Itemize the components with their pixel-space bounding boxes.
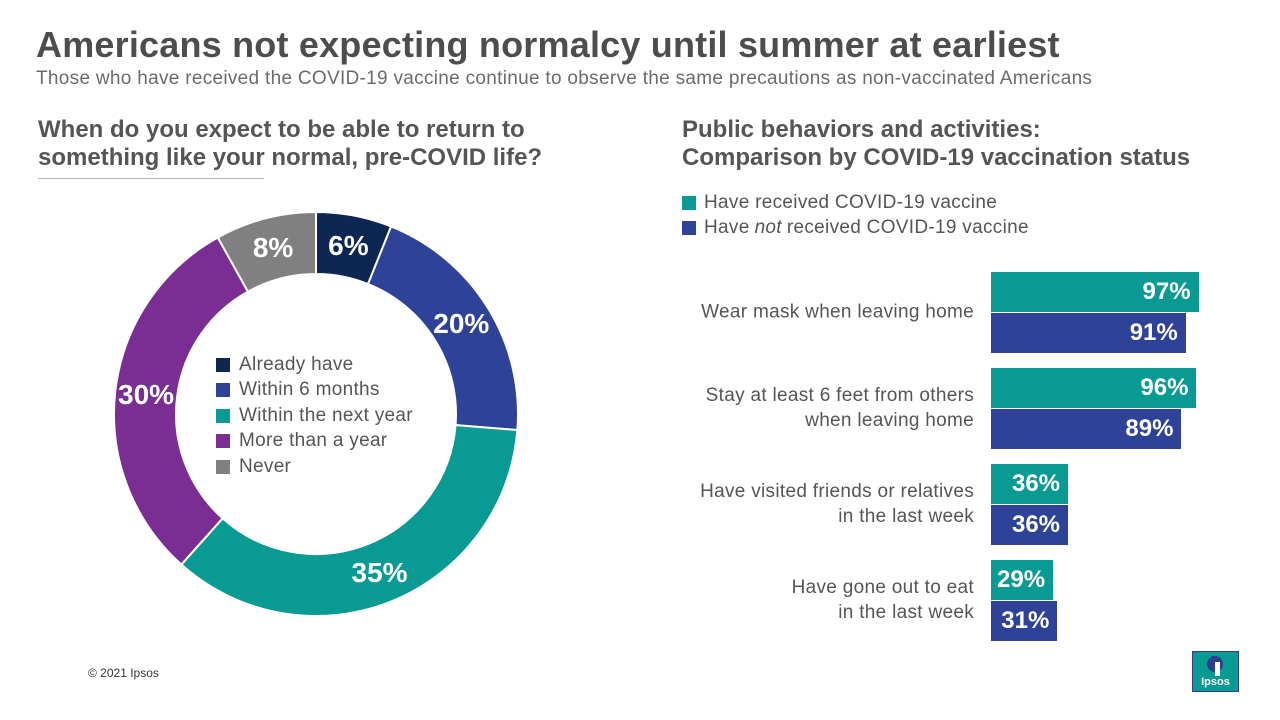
bar-vaccinated-4: 29%: [991, 560, 1054, 600]
legend-label-not-suffix: received COVID-19 vaccine: [786, 216, 1029, 238]
donut-heading: When do you expect to be able to return …: [38, 116, 542, 172]
donut-legend-label: Never: [239, 455, 292, 477]
bar-value-label: 29%: [997, 566, 1046, 593]
donut-legend-item-never: Never: [216, 454, 413, 480]
category-label-line: when leaving home: [805, 410, 974, 431]
donut-slice-never: [216, 210, 317, 294]
donut-legend-swatch: [216, 408, 230, 423]
donut-legend: Already have Within 6 months Within the ne…: [216, 352, 413, 480]
bar-not-vaccinated-3: 36%: [991, 505, 1069, 545]
donut-legend-label: Already have: [239, 353, 354, 375]
bar-heading-line1: Public behaviors and activities:: [682, 116, 1041, 143]
category-label-line: Stay at least 6 feet from others: [705, 385, 974, 406]
legend-label-not-prefix: Have: [704, 216, 750, 238]
bar-vaccinated-1: 97%: [991, 272, 1199, 312]
legend-swatch-not-vaccinated: [682, 220, 696, 235]
legend-item-not-vaccinated: Have not received COVID-19 vaccine: [682, 215, 1029, 240]
legend-item-vaccinated: Have received COVID-19 vaccine: [682, 190, 1029, 215]
bar-value-label: 91%: [1129, 319, 1178, 346]
donut-slice-more-than-a-year: [113, 236, 250, 566]
bar-heading: Public behaviors and activities: Compari…: [682, 116, 1190, 172]
donut-label-within-the-next-year: 35%: [351, 556, 408, 588]
bar-value-label: 96%: [1140, 374, 1189, 401]
category-label-line: Have visited friends or relatives: [700, 481, 974, 502]
bar-heading-line2: Comparison by COVID-19 vaccination statu…: [682, 144, 1191, 171]
category-label-line: in the last week: [838, 506, 974, 527]
donut-label-already-have: 6%: [328, 230, 369, 262]
donut-legend-item-within-the-next-year: Within the next year: [216, 403, 413, 429]
donut-legend-label: Within 6 months: [239, 379, 380, 401]
donut-slice-within-the-next-year: [179, 424, 519, 617]
donut-legend-item-more-than-a-year: More than a year: [216, 429, 413, 455]
category-label-4: Have gone out to eat in the last week: [654, 575, 974, 625]
bar-vaccinated-2: 96%: [991, 368, 1197, 408]
bar-not-vaccinated-2: 89%: [991, 409, 1182, 449]
category-label-3: Have visited friends or relatives in the …: [654, 479, 974, 529]
bar-value-label: 36%: [1011, 470, 1061, 497]
donut-label-within-6-months: 20%: [433, 307, 490, 339]
category-label-line: Have gone out to eat: [791, 577, 974, 598]
bar-value-label: 89%: [1125, 415, 1174, 442]
category-label-1: Wear mask when leaving home: [654, 300, 974, 325]
category-label-2: Stay at least 6 feet from others when lea…: [654, 383, 974, 433]
ipsos-logo: Ipsos: [1192, 651, 1239, 692]
donut-heading-line2: something like your normal, pre-COVID li…: [38, 144, 543, 171]
donut-legend-swatch: [216, 459, 230, 474]
donut-chart: [113, 210, 519, 617]
donut-label-more-than-a-year: 30%: [118, 379, 175, 411]
page-title: Americans not expecting normalcy until s…: [36, 24, 1060, 65]
logo-mark-stroke: [1215, 662, 1220, 676]
donut-legend-swatch: [216, 434, 230, 449]
category-label-line: Wear mask when leaving home: [701, 301, 974, 323]
heading-divider: [38, 178, 264, 179]
copyright: © 2021 Ipsos: [88, 666, 159, 680]
bar-legend: Have received COVID-19 vaccine Have not …: [682, 190, 1029, 240]
donut-legend-swatch: [216, 383, 230, 398]
logo-text: Ipsos: [1201, 676, 1230, 688]
donut-legend-item-within-6-months: Within 6 months: [216, 378, 413, 404]
donut-legend-item-already-have: Already have: [216, 352, 413, 378]
legend-swatch-vaccinated: [682, 195, 696, 210]
bar-value-label: 36%: [1011, 511, 1061, 538]
donut-heading-line1: When do you expect to be able to return …: [38, 116, 525, 143]
bar-value-label: 97%: [1142, 278, 1191, 305]
bar-not-vaccinated-4: 31%: [991, 601, 1058, 641]
donut-legend-label: Within the next year: [239, 404, 413, 426]
donut-legend-swatch: [216, 357, 230, 372]
donut-legend-label: More than a year: [239, 430, 388, 452]
legend-label-vaccinated: Have received COVID-19 vaccine: [704, 191, 998, 213]
category-label-line: in the last week: [838, 602, 974, 623]
donut-label-never: 8%: [252, 232, 294, 264]
page-subtitle: Those who have received the COVID-19 vac…: [36, 68, 1093, 89]
bar-vaccinated-3: 36%: [991, 464, 1069, 504]
legend-label-not-emph: not: [754, 216, 782, 238]
bar-not-vaccinated-1: 91%: [991, 313, 1186, 353]
bar-value-label: 31%: [1001, 607, 1050, 634]
